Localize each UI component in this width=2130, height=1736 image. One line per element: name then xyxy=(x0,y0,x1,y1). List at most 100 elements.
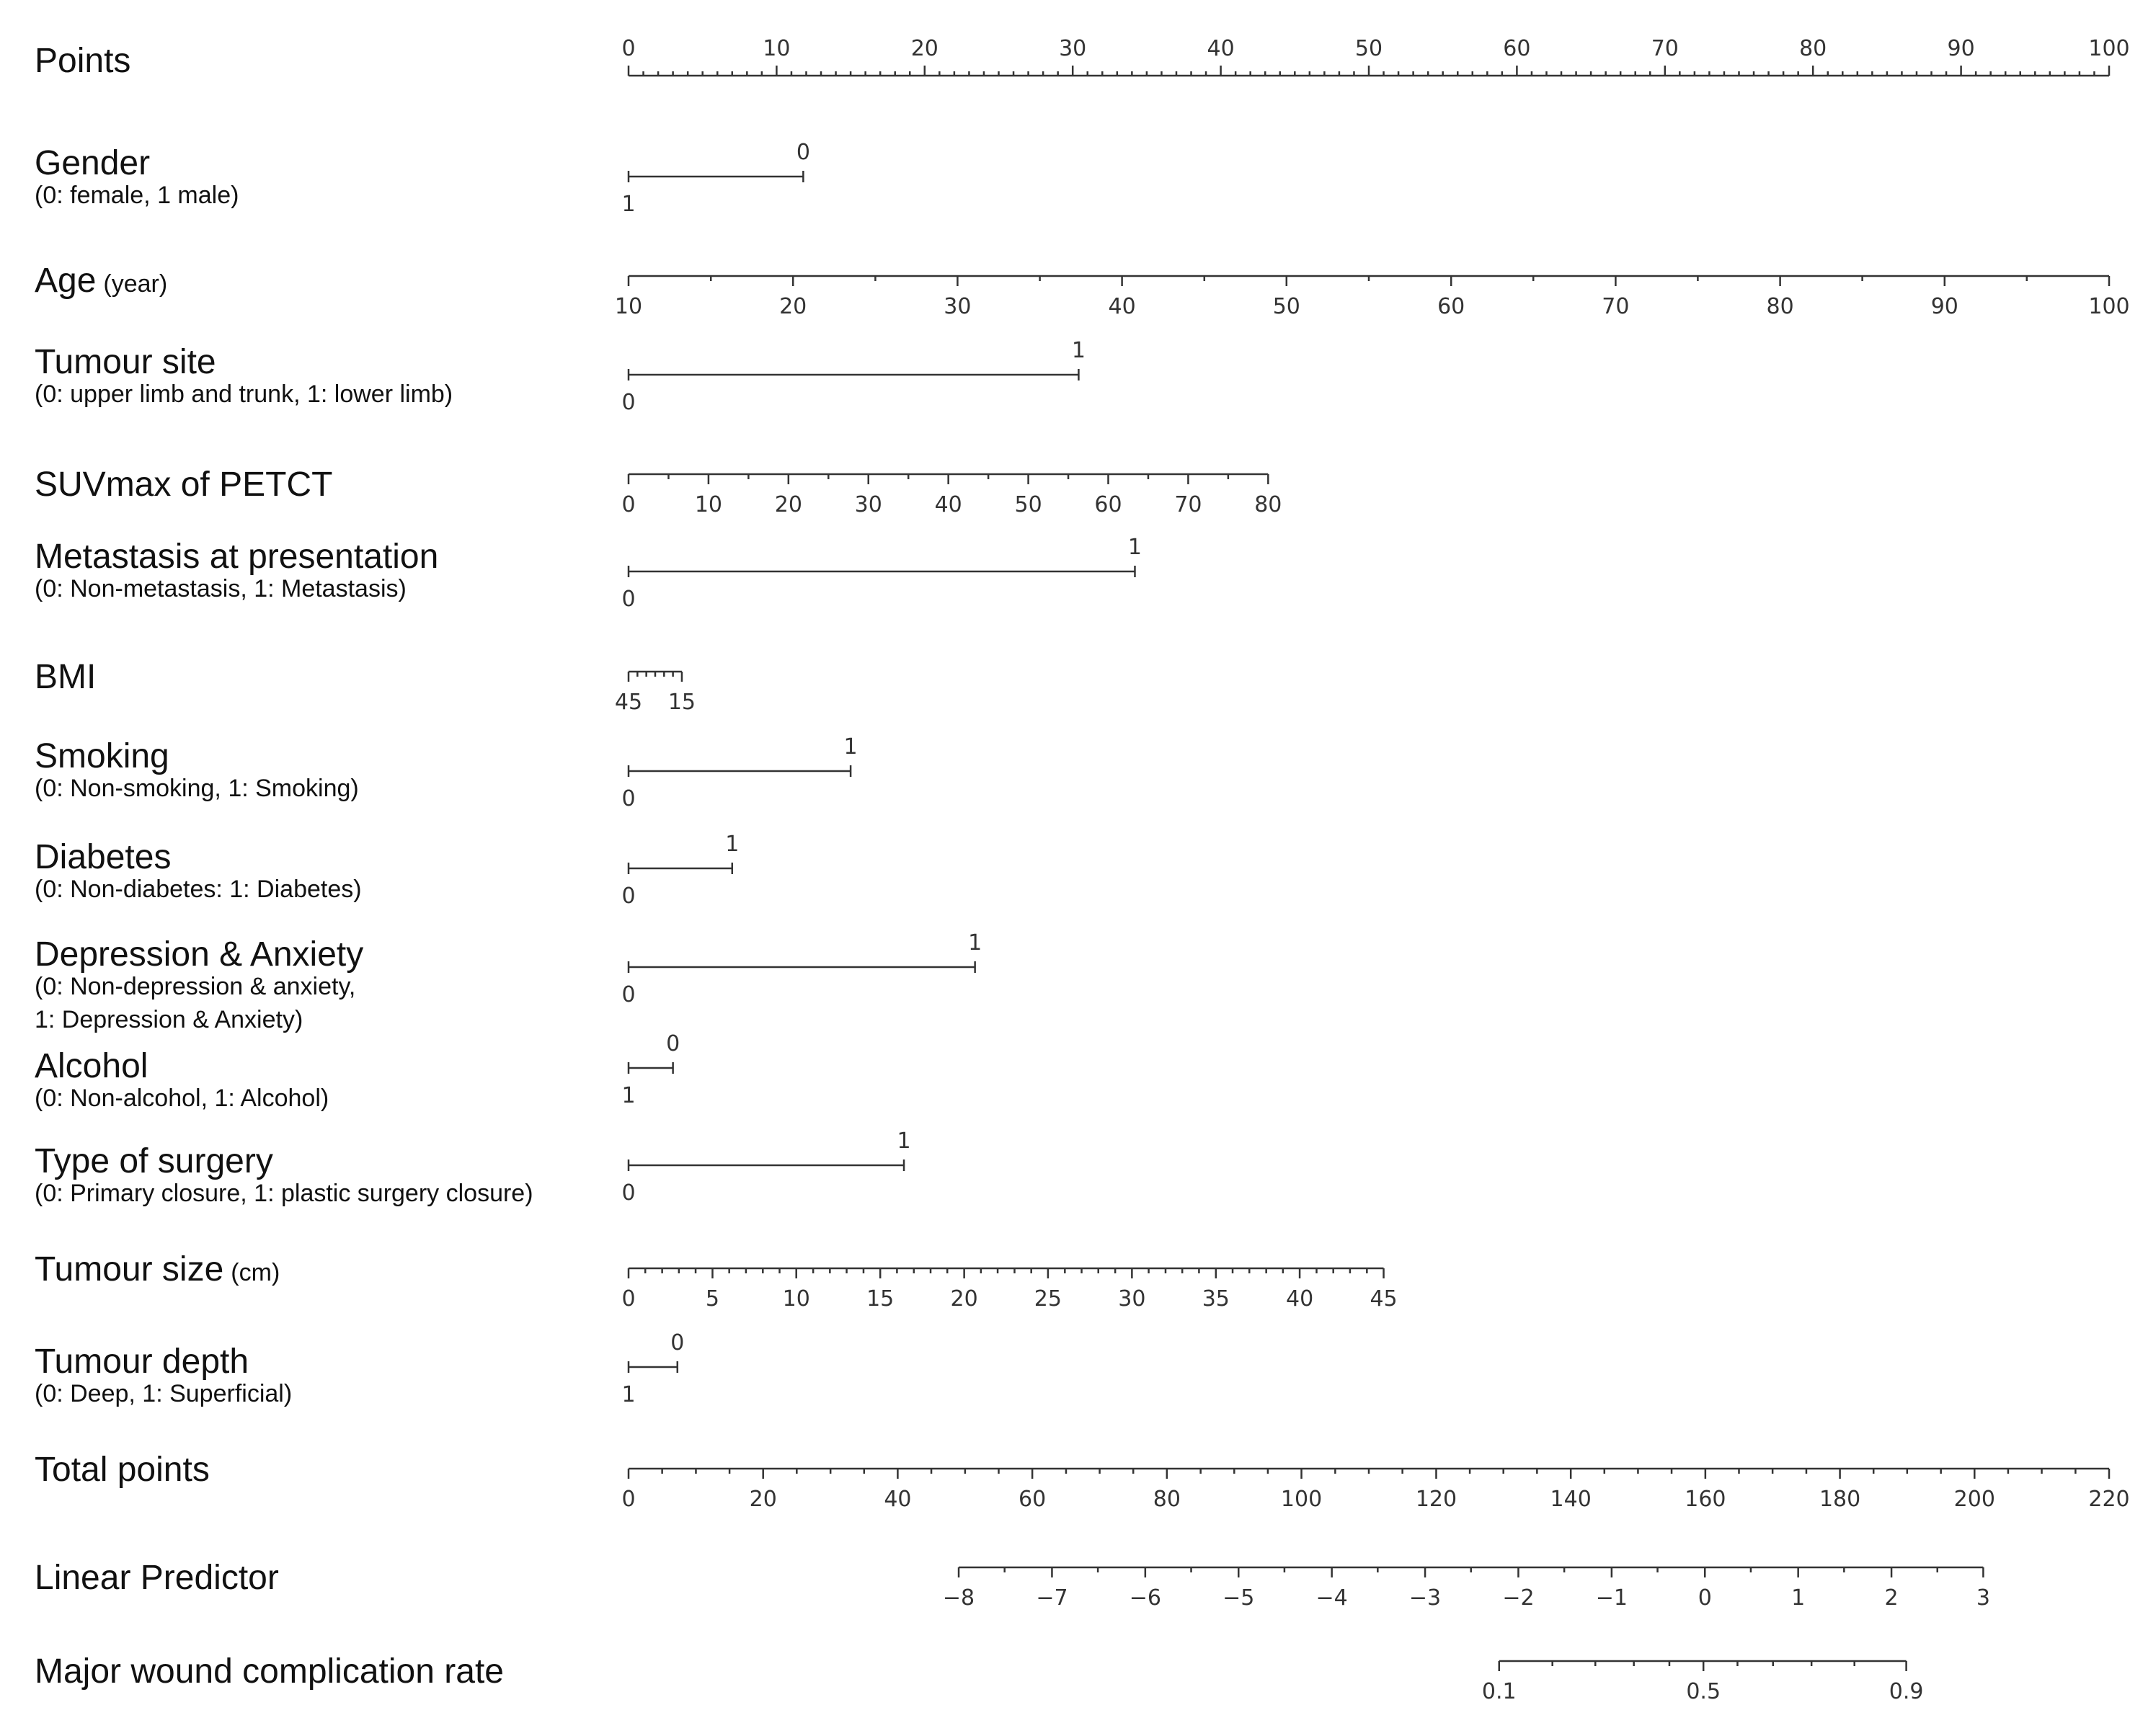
nomogram-row-14: Total points 0 20 40 60 80 100 120 140 160 180 200 2… xyxy=(35,1451,2130,1512)
tick-label: 10 xyxy=(763,36,790,61)
tick-label: 40 xyxy=(935,492,962,517)
tick-label: 100 xyxy=(2088,36,2129,61)
tick-label: 1 xyxy=(968,930,982,956)
tick-label: 25 xyxy=(1034,1286,1062,1312)
tick-label: −7 xyxy=(1036,1585,1068,1611)
tick-label: 10 xyxy=(783,1286,810,1312)
row-label: Gender xyxy=(35,144,150,182)
row-label: Major wound complication rate xyxy=(35,1652,504,1691)
tick-label: −4 xyxy=(1316,1585,1348,1611)
tick-label: 2 xyxy=(1885,1585,1899,1611)
tick-label: 0 xyxy=(621,492,635,517)
row-sublabel: (0: Deep, 1: Superficial) xyxy=(35,1380,292,1407)
tick-label: 1 xyxy=(621,1382,635,1407)
tick-label: 160 xyxy=(1685,1487,1726,1512)
tick-label: 10 xyxy=(615,294,642,319)
tick-label: 15 xyxy=(866,1286,894,1312)
tick-label: 60 xyxy=(1437,294,1465,319)
row-label: Linear Predictor xyxy=(35,1559,279,1597)
row-sublabel: (0: Primary closure, 1: plastic surgery … xyxy=(35,1180,533,1207)
tick-label: 80 xyxy=(1254,492,1282,517)
nomogram-row-13: Tumour depth(0: Deep, 1: Superficial) 1 0 xyxy=(35,1330,684,1407)
row-label: Depression & Anxiety xyxy=(35,935,363,974)
nomogram-row-6: BMI 45 15 xyxy=(35,658,696,715)
tick-label: 80 xyxy=(1153,1487,1181,1512)
tick-label: 70 xyxy=(1174,492,1202,517)
tick-label: −1 xyxy=(1596,1585,1628,1611)
tick-label: −5 xyxy=(1222,1585,1254,1611)
tick-label: 30 xyxy=(944,294,971,319)
tick-label: 0.9 xyxy=(1889,1679,1924,1704)
nomogram-row-1: Gender(0: female, 1 male) 1 0 xyxy=(35,140,810,217)
nomogram-row-11: Type of surgery(0: Primary closure, 1: p… xyxy=(35,1129,911,1207)
nomogram-row-15: Linear Predictor −8 −7 −6 −5 −4 −3 −2 −1 0 1 2 3 xyxy=(35,1559,1990,1611)
tick-label: 0 xyxy=(621,587,635,612)
tick-label: 0 xyxy=(666,1031,680,1056)
tick-label: 1 xyxy=(1791,1585,1805,1611)
tick-label: 220 xyxy=(2088,1487,2129,1512)
tick-label: 40 xyxy=(1286,1286,1313,1312)
tick-label: 0 xyxy=(796,140,810,165)
tick-label: 45 xyxy=(1370,1286,1397,1312)
tick-label: 80 xyxy=(1767,294,1794,319)
tick-label: 20 xyxy=(779,294,807,319)
tick-label: 70 xyxy=(1602,294,1629,319)
row-label: Diabetes xyxy=(35,838,171,876)
tick-label: 60 xyxy=(1094,492,1122,517)
tick-label: 80 xyxy=(1799,36,1827,61)
tick-label: 0 xyxy=(621,1286,635,1312)
row-sublabel: (0: Non-depression & anxiety, xyxy=(35,973,355,1000)
tick-label: 120 xyxy=(1416,1487,1457,1512)
tick-label: 1 xyxy=(844,734,858,760)
tick-label: 1 xyxy=(621,192,635,217)
tick-label: 20 xyxy=(911,36,938,61)
tick-label: 0 xyxy=(621,1487,635,1512)
tick-label: 20 xyxy=(951,1286,978,1312)
tick-label: 0.5 xyxy=(1686,1679,1721,1704)
row-label: Tumour depth xyxy=(35,1343,249,1381)
tick-label: 50 xyxy=(1273,294,1300,319)
row-label: BMI xyxy=(35,658,96,696)
row-label: Age (year) xyxy=(35,262,167,300)
tick-label: 0.1 xyxy=(1482,1679,1517,1704)
row-label: Tumour site xyxy=(35,343,216,381)
row-sublabel: (0: Non-metastasis, 1: Metastasis) xyxy=(35,575,407,602)
tick-label: 140 xyxy=(1550,1487,1592,1512)
row-label: Total points xyxy=(35,1451,210,1489)
tick-label: 90 xyxy=(1948,36,1975,61)
row-unit: (cm) xyxy=(231,1259,280,1286)
nomogram-row-12: Tumour size (cm) 0 5 10 15 20 25 30 35 40 45 xyxy=(35,1250,1398,1312)
row-sublabel-2: 1: Depression & Anxiety) xyxy=(35,1006,303,1033)
tick-label: 3 xyxy=(1976,1585,1990,1611)
tick-label: −2 xyxy=(1502,1585,1534,1611)
nomogram-row-7: Smoking(0: Non-smoking, 1: Smoking) 0 1 xyxy=(35,734,858,811)
tick-label: 1 xyxy=(1072,338,1086,363)
tick-label: 30 xyxy=(1059,36,1086,61)
tick-label: 40 xyxy=(1109,294,1136,319)
tick-label: 70 xyxy=(1651,36,1679,61)
row-sublabel: (0: upper limb and trunk, 1: lower limb) xyxy=(35,380,453,408)
tick-label: −3 xyxy=(1409,1585,1441,1611)
tick-label: 200 xyxy=(1954,1487,1995,1512)
tick-label: 0 xyxy=(621,786,635,811)
tick-label: 0 xyxy=(621,1180,635,1206)
tick-label: 0 xyxy=(621,883,635,909)
row-label: Metastasis at presentation xyxy=(35,538,438,576)
nomogram-row-0: Points 0 10 20 30 40 50 60 70 80 90 100 xyxy=(35,36,2130,80)
tick-label: 0 xyxy=(670,1330,684,1356)
tick-label: 50 xyxy=(1014,492,1042,517)
tick-label: 20 xyxy=(775,492,802,517)
tick-label: 180 xyxy=(1819,1487,1860,1512)
row-sublabel: (0: Non-diabetes: 1: Diabetes) xyxy=(35,876,362,903)
row-label: Tumour size (cm) xyxy=(35,1250,280,1288)
tick-label: 0 xyxy=(621,36,635,61)
row-label: Points xyxy=(35,42,130,80)
tick-label: 30 xyxy=(1118,1286,1145,1312)
tick-label: 40 xyxy=(884,1487,911,1512)
tick-label: 0 xyxy=(621,982,635,1007)
nomogram-row-4: SUVmax of PETCT 0 10 20 30 40 50 60 70 80 xyxy=(35,466,1282,517)
tick-label: 40 xyxy=(1207,36,1235,61)
tick-label: 35 xyxy=(1202,1286,1230,1312)
nomogram-row-3: Tumour site(0: upper limb and trunk, 1: … xyxy=(35,338,1086,415)
